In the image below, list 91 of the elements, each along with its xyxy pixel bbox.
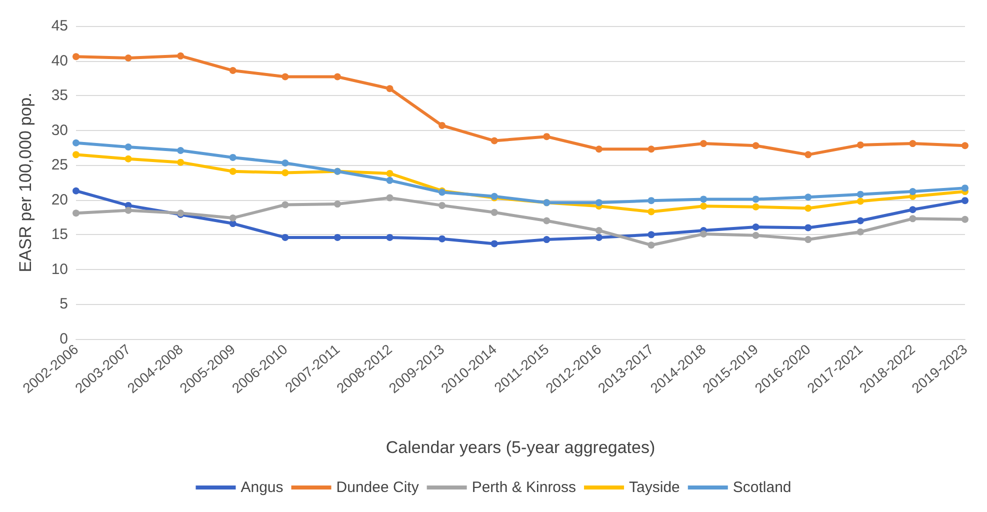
point: [334, 200, 341, 208]
point: [282, 73, 289, 80]
point: [648, 242, 655, 249]
point: [229, 67, 236, 74]
point: [72, 210, 80, 217]
legend-label: Dundee City: [336, 479, 420, 496]
point: [962, 142, 968, 150]
point: [282, 201, 289, 208]
point: [804, 224, 812, 232]
point: [543, 217, 550, 224]
point: [856, 198, 864, 205]
point: [72, 139, 80, 146]
point: [909, 215, 916, 222]
point: [700, 230, 708, 238]
y-tick-label: 10: [51, 260, 68, 278]
point: [124, 155, 132, 162]
point: [177, 147, 184, 154]
point: [177, 52, 184, 60]
y-tick-label: 0: [60, 330, 68, 348]
legend-label: Angus: [240, 479, 284, 496]
point: [648, 208, 655, 216]
y-tick-label: 5: [60, 296, 68, 313]
point: [595, 234, 602, 241]
point: [648, 197, 655, 204]
point: [752, 203, 760, 210]
point: [909, 206, 916, 214]
point: [386, 194, 394, 202]
point: [386, 176, 394, 184]
point: [334, 73, 341, 80]
y-tick-label: 15: [51, 226, 68, 244]
point: [72, 187, 80, 194]
point: [386, 234, 394, 241]
point: [962, 197, 968, 204]
point: [334, 234, 341, 241]
point: [386, 170, 394, 177]
point: [72, 53, 80, 60]
legend-label: Perth & Kinross: [472, 479, 576, 496]
point: [543, 133, 550, 140]
point: [229, 168, 236, 175]
y-tick-label: 45: [51, 18, 68, 34]
point: [962, 184, 968, 192]
point: [124, 54, 132, 62]
y-tick-label: 35: [51, 87, 68, 104]
point: [490, 208, 498, 216]
point: [804, 194, 812, 201]
legend-label: Tayside: [629, 479, 680, 496]
x-axis-title: Calendar years (5-year aggregates): [386, 438, 656, 457]
legend-label: Scotland: [732, 479, 792, 496]
point: [856, 141, 864, 148]
point: [804, 151, 812, 158]
y-axis-title: EASR per 100,000 pop.: [16, 92, 35, 272]
point: [595, 199, 602, 206]
point: [700, 202, 708, 210]
point: [386, 85, 394, 92]
point: [909, 188, 916, 196]
point: [229, 214, 236, 222]
point: [490, 240, 498, 248]
point: [229, 154, 236, 161]
point: [490, 137, 498, 144]
point: [177, 158, 184, 166]
point: [543, 236, 550, 244]
point: [752, 224, 760, 231]
point: [962, 216, 968, 223]
y-tick-label: 40: [51, 52, 68, 70]
point: [648, 146, 655, 153]
point: [595, 146, 602, 153]
point: [856, 228, 864, 236]
point: [700, 196, 708, 203]
point: [856, 190, 864, 198]
point: [438, 122, 446, 129]
point: [752, 196, 760, 203]
point: [909, 140, 916, 148]
point: [438, 202, 446, 209]
point: [124, 206, 132, 214]
point: [804, 204, 812, 212]
point: [648, 231, 655, 238]
point: [752, 232, 760, 239]
point: [804, 236, 812, 244]
point: [282, 234, 289, 241]
point: [438, 235, 446, 242]
point: [595, 226, 602, 234]
y-tick-label: 20: [51, 191, 68, 208]
point: [282, 169, 289, 176]
y-tick-label: 30: [51, 122, 68, 139]
point: [72, 151, 80, 158]
y-tick-label: 25: [51, 156, 68, 174]
point: [856, 217, 864, 224]
point: [282, 160, 289, 167]
point: [700, 140, 708, 148]
point: [124, 144, 132, 151]
point: [752, 142, 760, 150]
